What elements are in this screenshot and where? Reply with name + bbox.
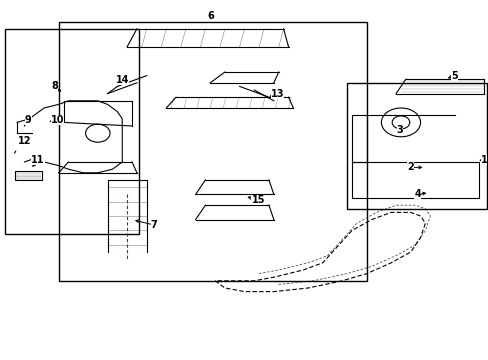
Bar [59, 22, 366, 281]
Text: 7: 7 [150, 220, 157, 230]
Text: 15: 15 [251, 195, 264, 205]
Text: 14: 14 [115, 75, 129, 85]
Text: 5: 5 [450, 71, 457, 81]
Text: 13: 13 [270, 89, 284, 99]
Text: 10: 10 [51, 114, 64, 125]
Text: 8: 8 [51, 81, 58, 91]
Text: 11: 11 [31, 155, 45, 165]
Text: 4: 4 [413, 189, 420, 199]
Text: 2: 2 [407, 162, 413, 172]
Text: 12: 12 [18, 136, 31, 146]
Bar [15, 171, 41, 180]
Text: 3: 3 [396, 125, 403, 135]
Bar [5, 29, 139, 234]
Text: 9: 9 [25, 114, 32, 125]
Text: 1: 1 [480, 155, 487, 165]
Bar [346, 83, 486, 209]
Text: 6: 6 [206, 11, 213, 21]
